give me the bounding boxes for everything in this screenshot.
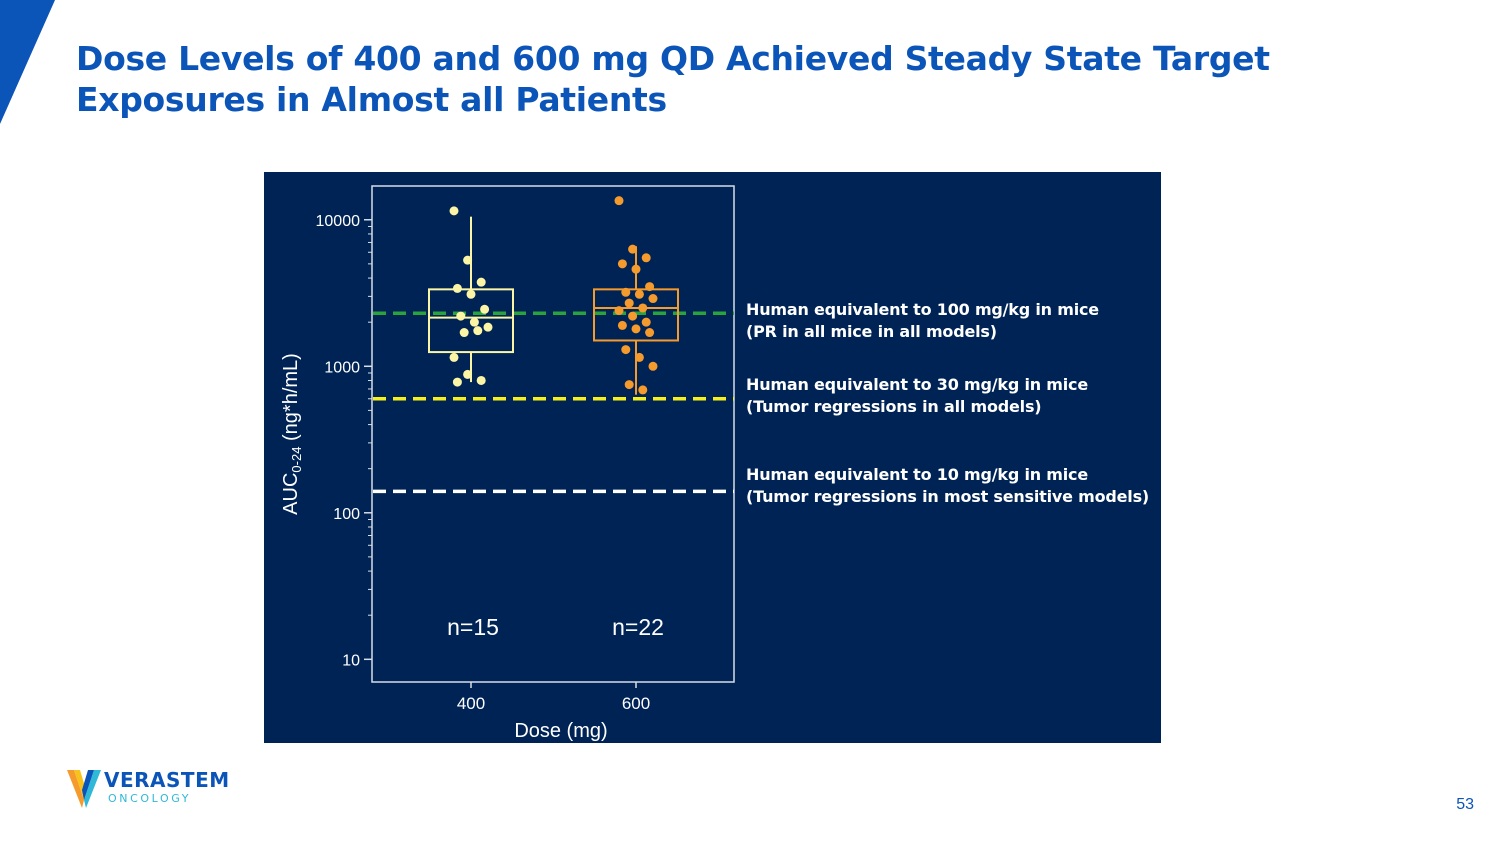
n-label-600: n=22 [612, 614, 664, 640]
data-point-400 [466, 289, 476, 299]
ref-annotation-100mgkg-line1: Human equivalent to 100 mg/kg in mice [746, 300, 1099, 319]
x-tick-label: 400 [457, 694, 485, 713]
ref-annotation-30mgkg: Human equivalent to 30 mg/kg in mice (Tu… [746, 374, 1088, 418]
ref-annotation-10mgkg-line1: Human equivalent to 10 mg/kg in mice [746, 465, 1088, 484]
x-tick-label: 600 [622, 694, 650, 713]
data-point-400 [476, 277, 486, 287]
data-point-600 [645, 282, 655, 292]
data-point-400 [476, 375, 486, 385]
data-point-400 [449, 206, 459, 216]
data-point-600 [634, 352, 644, 362]
auc-box-plot: 10 100 1000 10000 400 600 Dose (mg) AUC0-24 (ng… [280, 185, 735, 742]
chart-panel: 10 100 1000 10000 400 600 Dose (mg) AUC0-24 (ng… [264, 172, 1161, 743]
slide-title-line-1: Dose Levels of 400 and 600 mg QD Achieve… [76, 39, 1270, 78]
ref-annotation-30mgkg-line2: (Tumor regressions in all models) [746, 397, 1042, 416]
verastem-v-logo-icon [67, 770, 101, 808]
box-600 [593, 288, 679, 342]
data-point-600 [648, 294, 658, 304]
ref-annotation-10mgkg: Human equivalent to 10 mg/kg in mice (Tu… [746, 464, 1149, 508]
slide-title-line-2: Exposures in Almost all Patients [76, 80, 667, 119]
data-point-600 [624, 298, 634, 308]
ref-annotation-100mgkg-line2: (PR in all mice in all models) [746, 322, 997, 341]
data-point-600 [648, 361, 658, 371]
y-axis-label: AUC0-24 (ng*h/mL) [280, 353, 304, 515]
plot-frame [371, 185, 735, 683]
ref-annotation-30mgkg-line1: Human equivalent to 30 mg/kg in mice [746, 375, 1088, 394]
logo-name: VERASTEM [104, 768, 230, 792]
data-point-600 [638, 303, 648, 313]
y-tick-label: 100 [333, 506, 360, 523]
box-400 [428, 288, 514, 354]
y-tick-label: 10000 [316, 213, 361, 230]
data-point-400 [469, 317, 479, 327]
data-point-600 [624, 380, 634, 390]
data-point-600 [617, 259, 627, 269]
slide-title: Dose Levels of 400 and 600 mg QD Achieve… [76, 38, 1376, 120]
data-point-400 [449, 352, 459, 362]
data-point-600 [621, 287, 631, 297]
data-point-600 [628, 244, 638, 254]
page-number: 53 [1456, 796, 1474, 813]
data-point-400 [463, 369, 473, 379]
verastem-logo: VERASTEM ONCOLOGY [66, 766, 266, 812]
data-point-600 [641, 253, 651, 263]
data-point-400 [473, 326, 483, 336]
y-tick-label: 10 [342, 652, 360, 669]
data-point-600 [628, 311, 638, 321]
logo-subtitle: ONCOLOGY [108, 792, 192, 805]
corner-accent-stripe [0, 0, 55, 124]
data-point-400 [480, 304, 490, 314]
data-point-600 [614, 306, 624, 316]
data-point-600 [631, 324, 641, 334]
y-tick-label: 1000 [324, 359, 360, 376]
data-point-600 [641, 317, 651, 327]
data-point-600 [645, 328, 655, 338]
data-point-400 [463, 255, 473, 265]
ref-annotation-100mgkg: Human equivalent to 100 mg/kg in mice (P… [746, 299, 1099, 343]
data-point-600 [614, 196, 624, 206]
data-point-600 [638, 385, 648, 395]
data-point-400 [483, 322, 493, 332]
data-point-600 [634, 289, 644, 299]
data-point-400 [459, 328, 469, 338]
data-point-600 [631, 264, 641, 274]
data-point-600 [621, 345, 631, 355]
data-point-600 [617, 320, 627, 330]
data-point-400 [452, 283, 462, 293]
data-point-400 [456, 311, 466, 321]
data-point-400 [452, 377, 462, 387]
ref-annotation-10mgkg-line2: (Tumor regressions in most sensitive mod… [746, 487, 1150, 506]
n-label-400: n=15 [447, 614, 499, 640]
x-axis-label: Dose (mg) [514, 720, 607, 742]
